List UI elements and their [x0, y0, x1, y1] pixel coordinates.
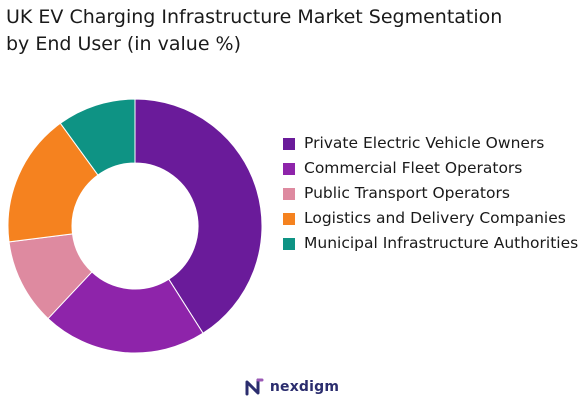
legend-swatch: [283, 238, 295, 250]
chart-title: UK EV Charging Infrastructure Market Seg…: [6, 4, 566, 58]
legend-swatch: [283, 213, 295, 225]
legend-label: Municipal Infrastructure Authorities: [304, 234, 579, 252]
legend-swatch: [283, 188, 295, 200]
legend-item: Public Transport Operators: [283, 182, 581, 205]
legend-item: Commercial Fleet Operators: [283, 157, 581, 180]
legend-item: Private Electric Vehicle Owners: [283, 132, 581, 155]
legend-item: Municipal Infrastructure Authorities: [283, 232, 581, 255]
chart-title-line-2: by End User (in value %): [6, 33, 242, 55]
chart-legend: Private Electric Vehicle Owners Commercia…: [283, 132, 581, 257]
legend-swatch: [283, 138, 295, 150]
chart-title-line-1: UK EV Charging Infrastructure Market Seg…: [6, 6, 503, 28]
legend-label: Commercial Fleet Operators: [304, 159, 523, 177]
donut-slice-commercial-fleet-operators: [47, 271, 204, 354]
brand-logo: nexdigm: [0, 376, 582, 398]
brand-name: nexdigm: [269, 379, 340, 395]
donut-slice-private-electric-vehicle-owners: [134, 98, 263, 334]
legend-item: Logistics and Delivery Companies: [283, 207, 581, 230]
legend-label: Private Electric Vehicle Owners: [304, 134, 545, 152]
nexdigm-logo-icon: [245, 378, 264, 396]
donut-slice-municipal-infrastructure-authorities: [59, 98, 136, 176]
legend-label: Logistics and Delivery Companies: [304, 209, 566, 227]
legend-label: Public Transport Operators: [304, 184, 510, 202]
legend-swatch: [283, 163, 295, 175]
